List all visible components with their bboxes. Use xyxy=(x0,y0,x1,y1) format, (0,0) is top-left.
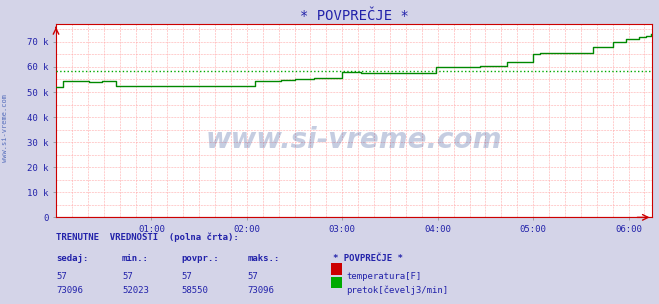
Text: 73096: 73096 xyxy=(56,286,83,295)
Text: www.si-vreme.com: www.si-vreme.com xyxy=(206,126,502,154)
Text: povpr.:: povpr.: xyxy=(181,254,219,263)
Text: 73096: 73096 xyxy=(247,286,274,295)
Text: sedaj:: sedaj: xyxy=(56,254,88,263)
Text: * POVPREČJE *: * POVPREČJE * xyxy=(333,254,403,263)
Text: 57: 57 xyxy=(181,272,192,281)
Text: 57: 57 xyxy=(247,272,258,281)
Text: 52023: 52023 xyxy=(122,286,149,295)
Text: min.:: min.: xyxy=(122,254,149,263)
Title: * POVPREČJE *: * POVPREČJE * xyxy=(300,9,409,23)
Text: 57: 57 xyxy=(56,272,67,281)
Text: 57: 57 xyxy=(122,272,132,281)
Text: maks.:: maks.: xyxy=(247,254,279,263)
Text: TRENUTNE  VREDNOSTI  (polna črta):: TRENUTNE VREDNOSTI (polna črta): xyxy=(56,233,239,242)
Text: pretok[čevelj3/min]: pretok[čevelj3/min] xyxy=(346,286,448,295)
Text: www.si-vreme.com: www.si-vreme.com xyxy=(2,94,9,162)
Text: temperatura[F]: temperatura[F] xyxy=(346,272,421,281)
Text: 58550: 58550 xyxy=(181,286,208,295)
